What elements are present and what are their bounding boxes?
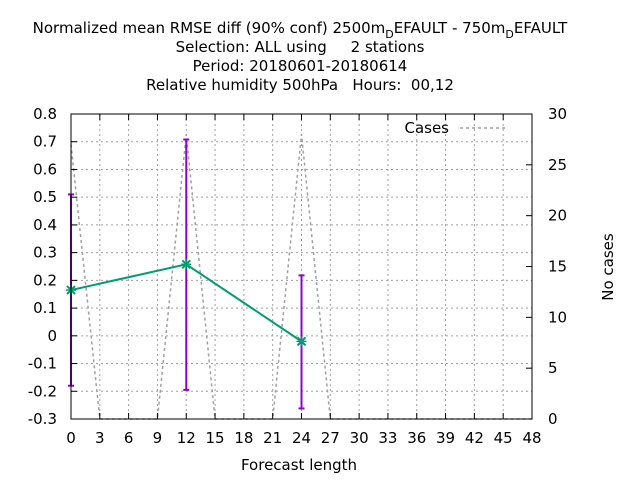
y2-tick-label: 10	[548, 308, 567, 326]
chart-title-line-4: Relative humidity 500hPa Hours: 00,12	[146, 76, 454, 94]
y2-tick-label: 30	[548, 105, 567, 123]
y-tick-label: 0.5	[33, 188, 57, 206]
y2-tick-label: 25	[548, 156, 567, 174]
chart-title-line-3: Period: 20180601-20180614	[193, 57, 408, 75]
y-tick-label: -0.2	[28, 382, 57, 400]
x-tick-label: 48	[522, 429, 541, 447]
y2-tick-label: 0	[548, 410, 558, 428]
x-tick-label: 30	[350, 429, 369, 447]
tick-marks	[70, 113, 533, 420]
rmse-diff-series	[66, 138, 307, 410]
x-tick-label: 12	[177, 429, 196, 447]
y-tick-label: 0.2	[33, 271, 57, 289]
x-tick-label: 3	[95, 429, 105, 447]
x-tick-label: 42	[465, 429, 484, 447]
x-tick-label: 27	[321, 429, 340, 447]
y-tick-label: 0.7	[33, 133, 57, 151]
y-tick-label: 0	[47, 327, 57, 345]
y-tick-labels: -0.3 -0.2 -0.1 0 0.1 0.2 0.3 0.4 0.5 0.6 0.7 0.8	[28, 105, 57, 428]
chart-title-line-1: Normalized mean RMSE diff (90% conf) 250…	[33, 19, 568, 41]
y2-tick-label: 15	[548, 258, 567, 276]
x-tick-label: 6	[124, 429, 134, 447]
x-tick-label: 15	[206, 429, 225, 447]
y-tick-label: 0.3	[33, 244, 57, 262]
legend: Cases	[404, 119, 508, 137]
x-axis-label: Forecast length	[241, 456, 357, 474]
y-tick-label: -0.1	[28, 355, 57, 373]
data-point	[181, 259, 192, 270]
y-tick-label: 0.8	[33, 105, 57, 123]
y-tick-label: 0.1	[33, 299, 57, 317]
x-tick-label: 9	[153, 429, 163, 447]
y-tick-label: -0.3	[28, 410, 57, 428]
x-tick-label: 36	[407, 429, 426, 447]
x-tick-label: 0	[66, 429, 76, 447]
y2-axis-label: No cases	[599, 233, 617, 301]
y-tick-label: 0.4	[33, 216, 57, 234]
data-point	[296, 336, 307, 347]
x-tick-label: 18	[234, 429, 253, 447]
x-tick-labels: 0 3 6 9 12 15 18 21 24 27 30 33 36 39 42 45 48	[66, 429, 541, 447]
legend-label-cases: Cases	[404, 119, 449, 137]
x-tick-label: 33	[378, 429, 397, 447]
x-tick-label: 24	[292, 429, 311, 447]
y2-tick-label: 20	[548, 207, 567, 225]
y2-tick-label: 5	[548, 359, 558, 377]
x-tick-label: 21	[263, 429, 282, 447]
x-tick-label: 39	[436, 429, 455, 447]
chart-title-line-2: Selection: ALL using 2 stations	[176, 38, 425, 56]
y2-tick-labels: 0 5 10 15 20 25 30	[548, 105, 567, 428]
x-tick-label: 45	[494, 429, 513, 447]
y-tick-label: 0.6	[33, 160, 57, 178]
